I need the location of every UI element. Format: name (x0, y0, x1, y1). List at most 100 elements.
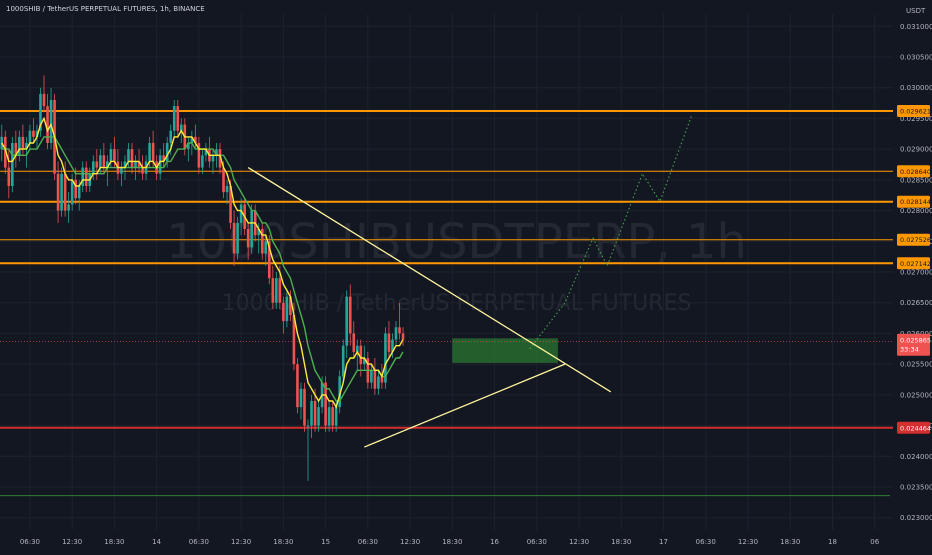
ma-fast-line (1, 116, 404, 409)
candle-body (398, 327, 401, 334)
price-level-badge (897, 165, 930, 178)
candle-body (179, 124, 183, 131)
candle-body (317, 407, 320, 426)
candle-body (134, 161, 137, 168)
candle-body (264, 241, 268, 254)
candle-body (176, 106, 180, 131)
candle-body (324, 382, 327, 426)
candle-body (39, 93, 42, 131)
candle-body (49, 100, 53, 143)
candle-body (91, 161, 95, 174)
candle-body (77, 186, 81, 199)
candle-body (18, 136, 21, 156)
x-tick-label: 17 (659, 538, 668, 546)
x-tick-label: 06:30 (696, 538, 716, 546)
candle-body (306, 425, 310, 427)
candle-body (229, 186, 232, 223)
candle-body (334, 407, 338, 426)
candle-body (201, 155, 204, 168)
x-tick-label: 18 (828, 538, 837, 546)
price-level-badge-label: 0.029621 (900, 107, 931, 115)
candle-body (35, 130, 39, 137)
symbol-header: 1000SHIB / TetherUS PERPETUAL FUTURES, 1… (6, 5, 205, 13)
candle-body (127, 149, 130, 162)
candle-body (162, 155, 165, 162)
trendline[interactable] (364, 363, 566, 448)
x-tick-label: 15 (321, 538, 330, 546)
candle-body (158, 155, 162, 174)
candle-body (278, 278, 282, 303)
candle-body (14, 143, 18, 156)
current-price-countdown: 33:34 (900, 346, 919, 354)
price-level-badge-label: 0.024464 (900, 424, 931, 432)
candle-body (271, 278, 275, 303)
x-tick-label: 18:30 (780, 538, 800, 546)
candle-body (169, 130, 173, 143)
currency-label: USDT (906, 7, 926, 15)
candle-body (394, 327, 398, 340)
candle-body (331, 407, 334, 426)
candle-body (120, 167, 123, 174)
x-tick-label: 18:30 (104, 538, 124, 546)
x-tick-label: 18:30 (442, 538, 462, 546)
candle-body (67, 204, 70, 211)
candle-body (113, 149, 116, 162)
candle-body (232, 222, 236, 254)
candle-body (373, 370, 377, 389)
x-tick-label: 06:30 (358, 538, 378, 546)
candle-body (380, 376, 384, 383)
candle-body (0, 136, 4, 150)
candle-body (310, 401, 313, 426)
x-tick-label: 12:30 (231, 538, 251, 546)
y-tick-label: 0.028000 (900, 207, 932, 215)
candle-body (338, 376, 341, 408)
y-tick-label: 0.030000 (900, 84, 932, 92)
trendline[interactable] (247, 167, 612, 393)
candle-body (285, 296, 289, 322)
candle-body (123, 161, 127, 168)
candle-body (11, 143, 14, 186)
candle-body (257, 229, 261, 236)
candle-body (345, 296, 349, 346)
candle-body (282, 302, 285, 322)
candle-body (84, 167, 88, 186)
x-tick-label: 06:30 (189, 538, 209, 546)
candle-body (204, 149, 208, 156)
demand-zone (452, 338, 558, 363)
x-tick-label: 18:30 (611, 538, 631, 546)
candle-body (165, 143, 169, 162)
candle-body (148, 143, 151, 162)
candle-body (352, 333, 356, 352)
candle-body (81, 167, 85, 186)
candle-body (377, 376, 380, 389)
candle-body (289, 296, 292, 315)
x-tick-label: 16 (490, 538, 499, 546)
candle-body (197, 143, 201, 168)
x-tick-label: 12:30 (400, 538, 420, 546)
y-tick-label: 0.030500 (900, 54, 932, 62)
candle-body (46, 106, 49, 143)
candle-body (313, 401, 317, 426)
candle-body (7, 167, 11, 186)
current-price-badge (897, 333, 930, 356)
price-level-badge (897, 195, 930, 208)
candle-body (25, 143, 28, 150)
candle-body (106, 161, 109, 168)
candle-body (99, 155, 102, 168)
candle-body (141, 167, 144, 174)
candle-body (363, 358, 366, 365)
price-level-badge (897, 233, 930, 246)
candle-body (222, 167, 225, 193)
price-level-badge (897, 104, 930, 117)
candle-body (225, 186, 229, 193)
candle-body (370, 370, 373, 383)
candle-body (218, 149, 222, 168)
candle-body (250, 210, 253, 248)
x-tick-label: 14 (152, 538, 161, 546)
y-tick-label: 0.023000 (900, 514, 932, 522)
candle-body (211, 155, 215, 162)
y-tick-label: 0.028500 (900, 176, 932, 184)
